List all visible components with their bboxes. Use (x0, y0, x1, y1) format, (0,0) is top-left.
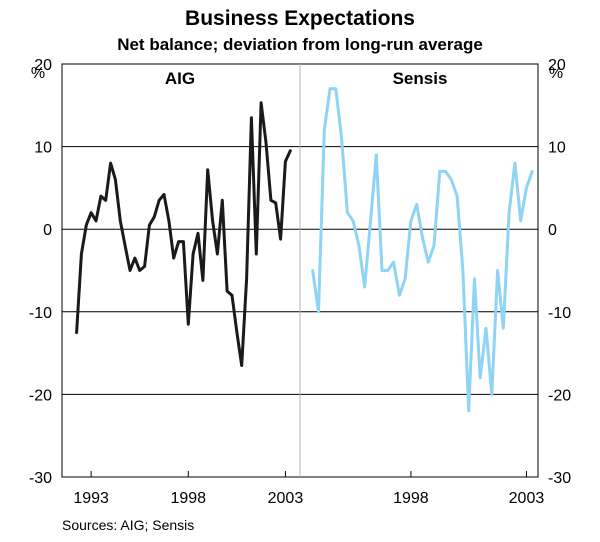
right-unit-label: % (549, 65, 563, 82)
x-tick-label: 2003 (509, 490, 545, 507)
y-tick-label-right: -10 (548, 305, 571, 322)
x-tick-label: 1993 (73, 490, 109, 507)
y-tick-label-left: -20 (29, 387, 52, 404)
y-tick-label-right: -20 (548, 387, 571, 404)
series-line-aig (75, 101, 292, 367)
panel-title-sensis: Sensis (393, 69, 448, 88)
left-unit-label: % (31, 65, 45, 82)
chart-subtitle: Net balance; deviation from long-run ave… (117, 35, 483, 54)
y-tick-label-right: -30 (548, 470, 571, 487)
series-line-sensis (311, 87, 534, 413)
source-note: Sources: AIG; Sensis (62, 517, 194, 533)
x-axis-ticks (90, 471, 527, 477)
y-tick-label-right: 0 (548, 222, 557, 239)
y-tick-label-left: -30 (29, 470, 52, 487)
y-tick-label-left: 0 (43, 222, 52, 239)
y-tick-label-left: -10 (29, 305, 52, 322)
x-tick-label: 1998 (170, 490, 206, 507)
x-tick-label: 2003 (268, 490, 304, 507)
x-axis-labels: 1993 1998 2003 1998 2003 (73, 490, 544, 507)
y-tick-label-right: 10 (548, 140, 566, 157)
chart-title: Business Expectations (185, 7, 415, 30)
y-tick-label-left: 20 (34, 57, 52, 74)
x-tick-label: 1998 (393, 490, 429, 507)
panel-title-aig: AIG (165, 69, 195, 88)
y-tick-label-left: 10 (34, 140, 52, 157)
y-tick-label-right: 20 (548, 57, 566, 74)
y-axis-labels: 20 20 10 10 0 0 -10 -10 -20 -20 -30 -30 (29, 57, 571, 487)
